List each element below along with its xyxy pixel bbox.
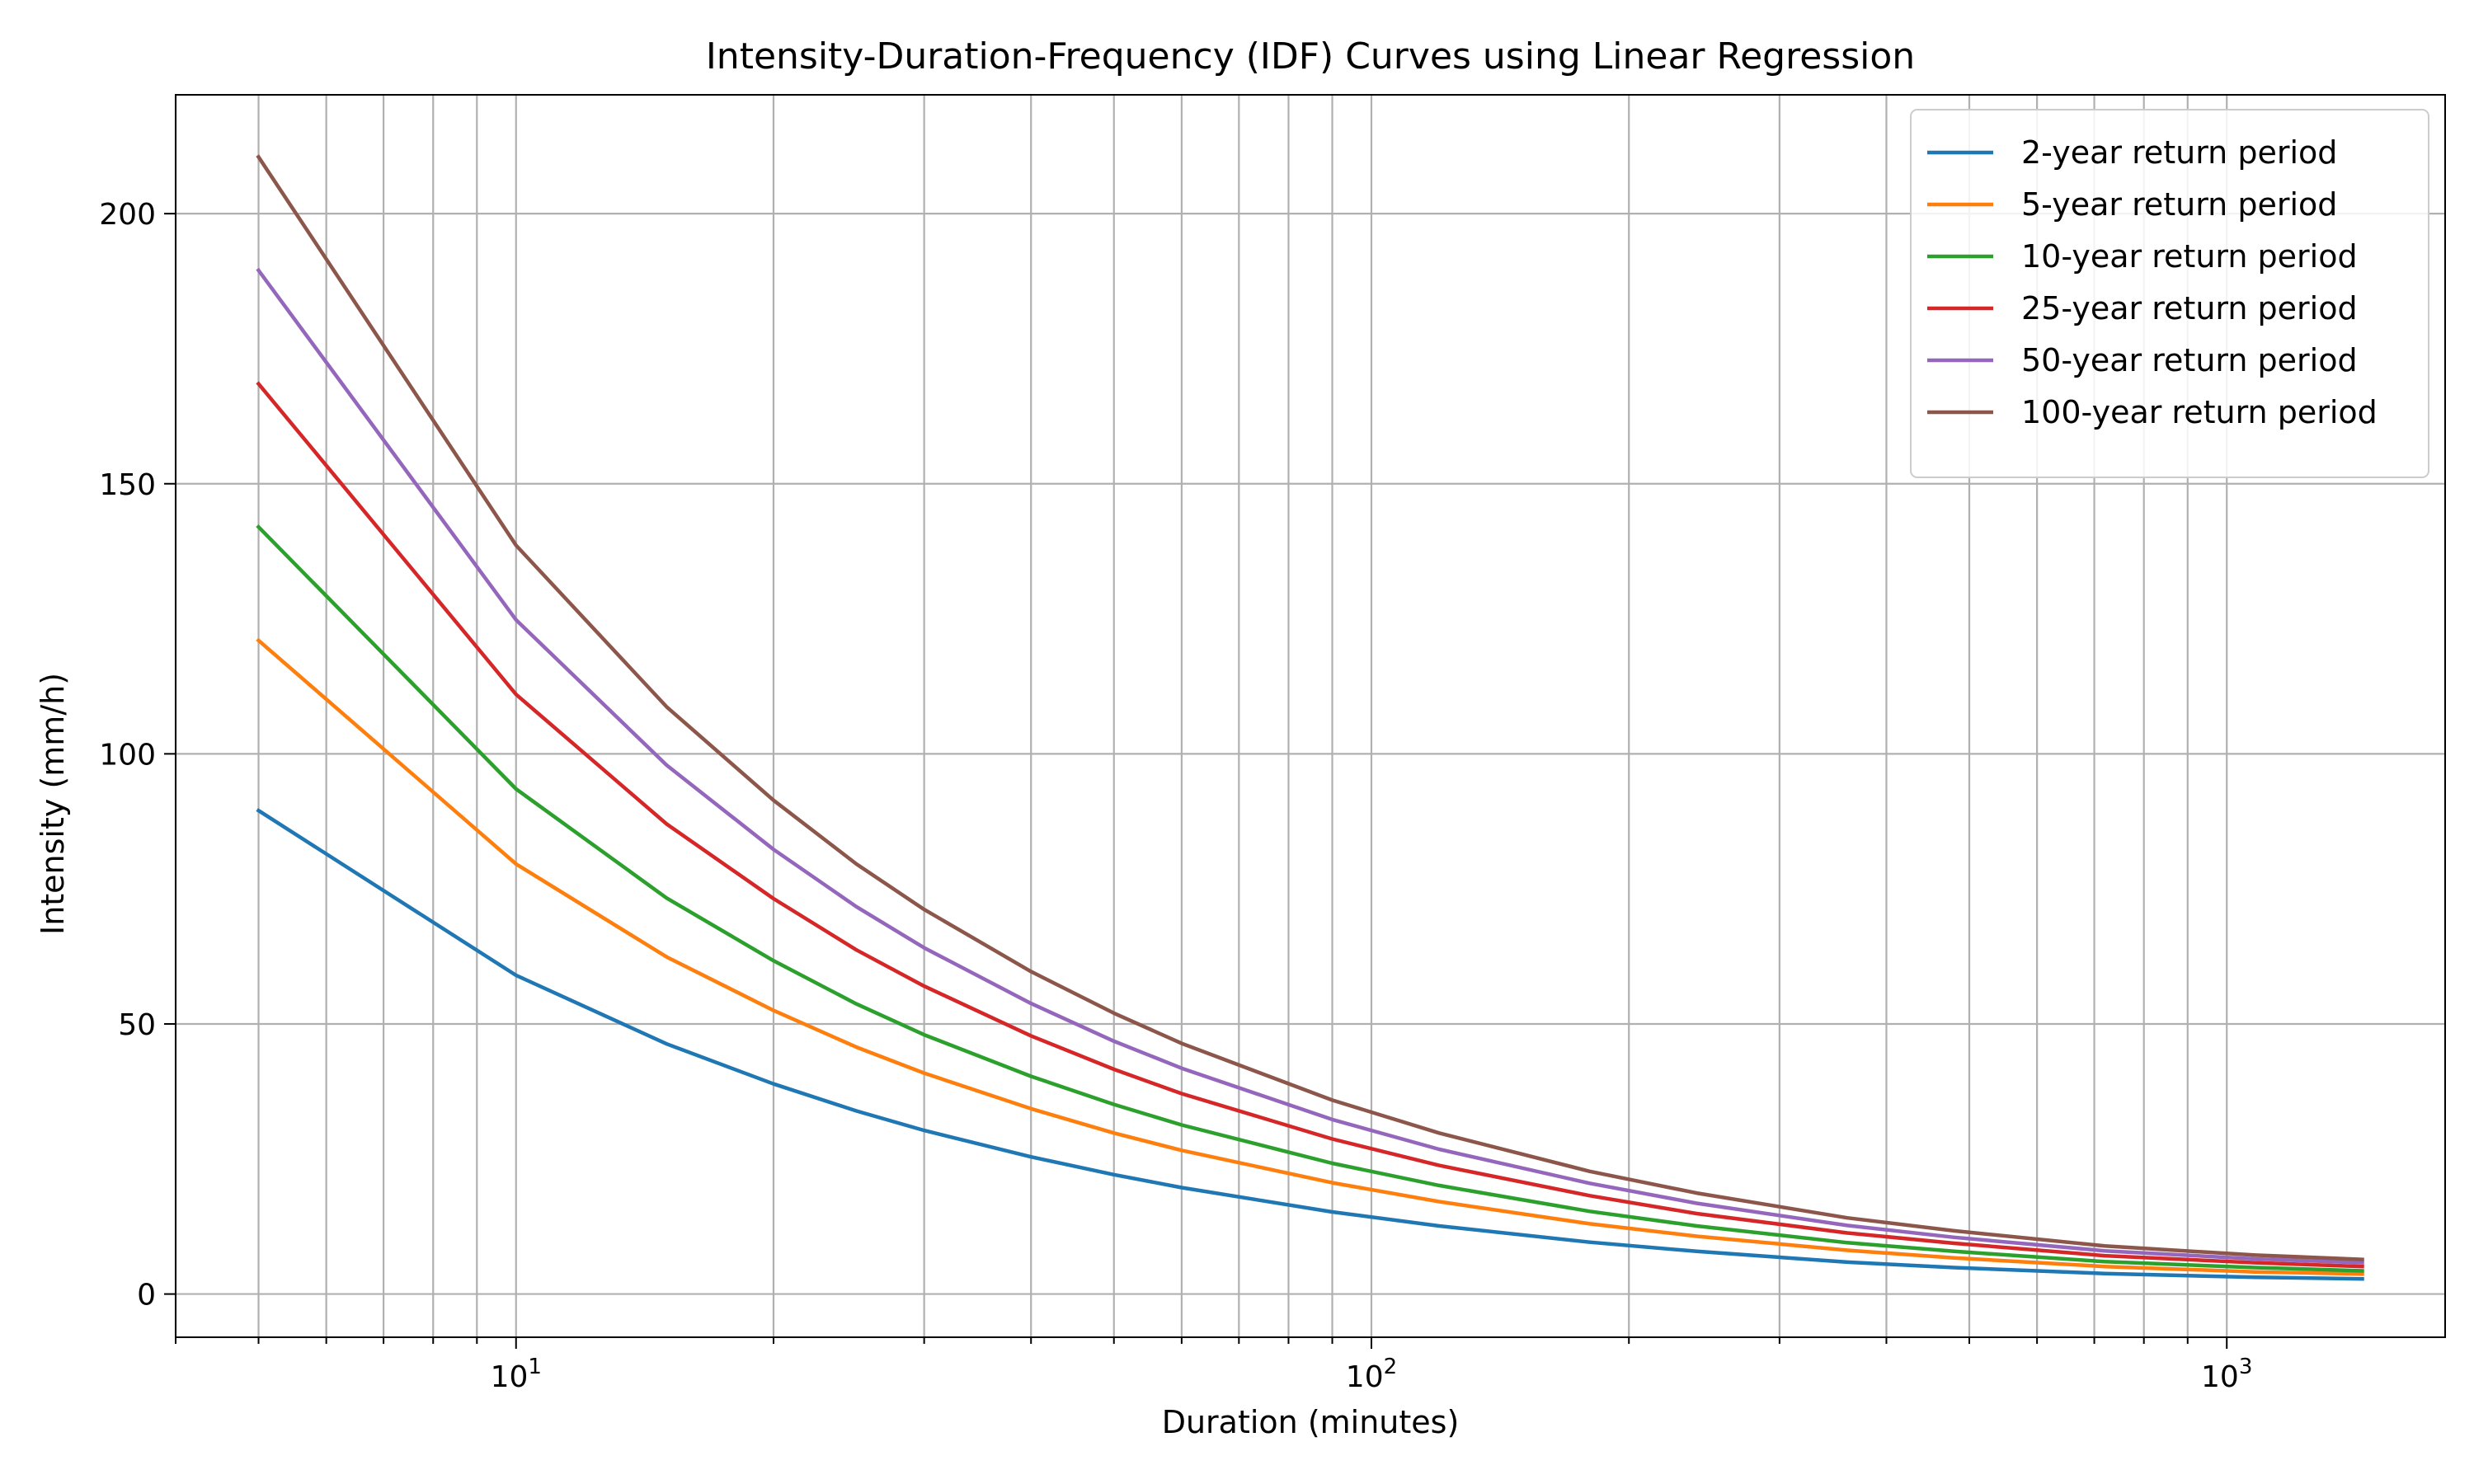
legend-entry: 5-year return period bbox=[2021, 186, 2337, 223]
legend-entry: 50-year return period bbox=[2021, 342, 2358, 378]
y-tick-label: 150 bbox=[99, 468, 156, 502]
x-axis-label: Duration (minutes) bbox=[1162, 1404, 1460, 1440]
series-line bbox=[256, 154, 2364, 1261]
legend: 2-year return period 5-year return period… bbox=[1910, 109, 2429, 478]
series-line bbox=[256, 808, 2364, 1281]
series-lines bbox=[256, 154, 2364, 1281]
legend-box bbox=[1910, 109, 2429, 478]
legend-entry: 10-year return period bbox=[2021, 238, 2358, 275]
axes: 0 50 100 150 200 101 102 103 bbox=[99, 94, 2446, 1394]
grid-lines bbox=[174, 95, 2445, 1337]
x-tick-label: 103 bbox=[2201, 1355, 2252, 1394]
legend-entry: 100-year return period bbox=[2021, 394, 2378, 430]
x-tick-label: 102 bbox=[1346, 1355, 1397, 1394]
series-line bbox=[256, 524, 2364, 1273]
plot-frame bbox=[175, 94, 2446, 1338]
series-line bbox=[256, 381, 2364, 1269]
series-line bbox=[256, 267, 2364, 1265]
x-tick-label: 101 bbox=[491, 1355, 542, 1394]
y-tick-label: 50 bbox=[118, 1008, 156, 1042]
chart-title: Intensity-Duration-Frequency (IDF) Curve… bbox=[706, 35, 1915, 77]
y-tick-label: 100 bbox=[99, 738, 156, 772]
legend-entry: 25-year return period bbox=[2021, 290, 2358, 326]
y-tick-label: 0 bbox=[137, 1279, 156, 1313]
legend-entry: 2-year return period bbox=[2021, 134, 2337, 171]
y-axis-label: Intensity (mm/h) bbox=[35, 673, 71, 935]
y-tick-label: 200 bbox=[99, 198, 156, 232]
series-line bbox=[256, 637, 2364, 1276]
